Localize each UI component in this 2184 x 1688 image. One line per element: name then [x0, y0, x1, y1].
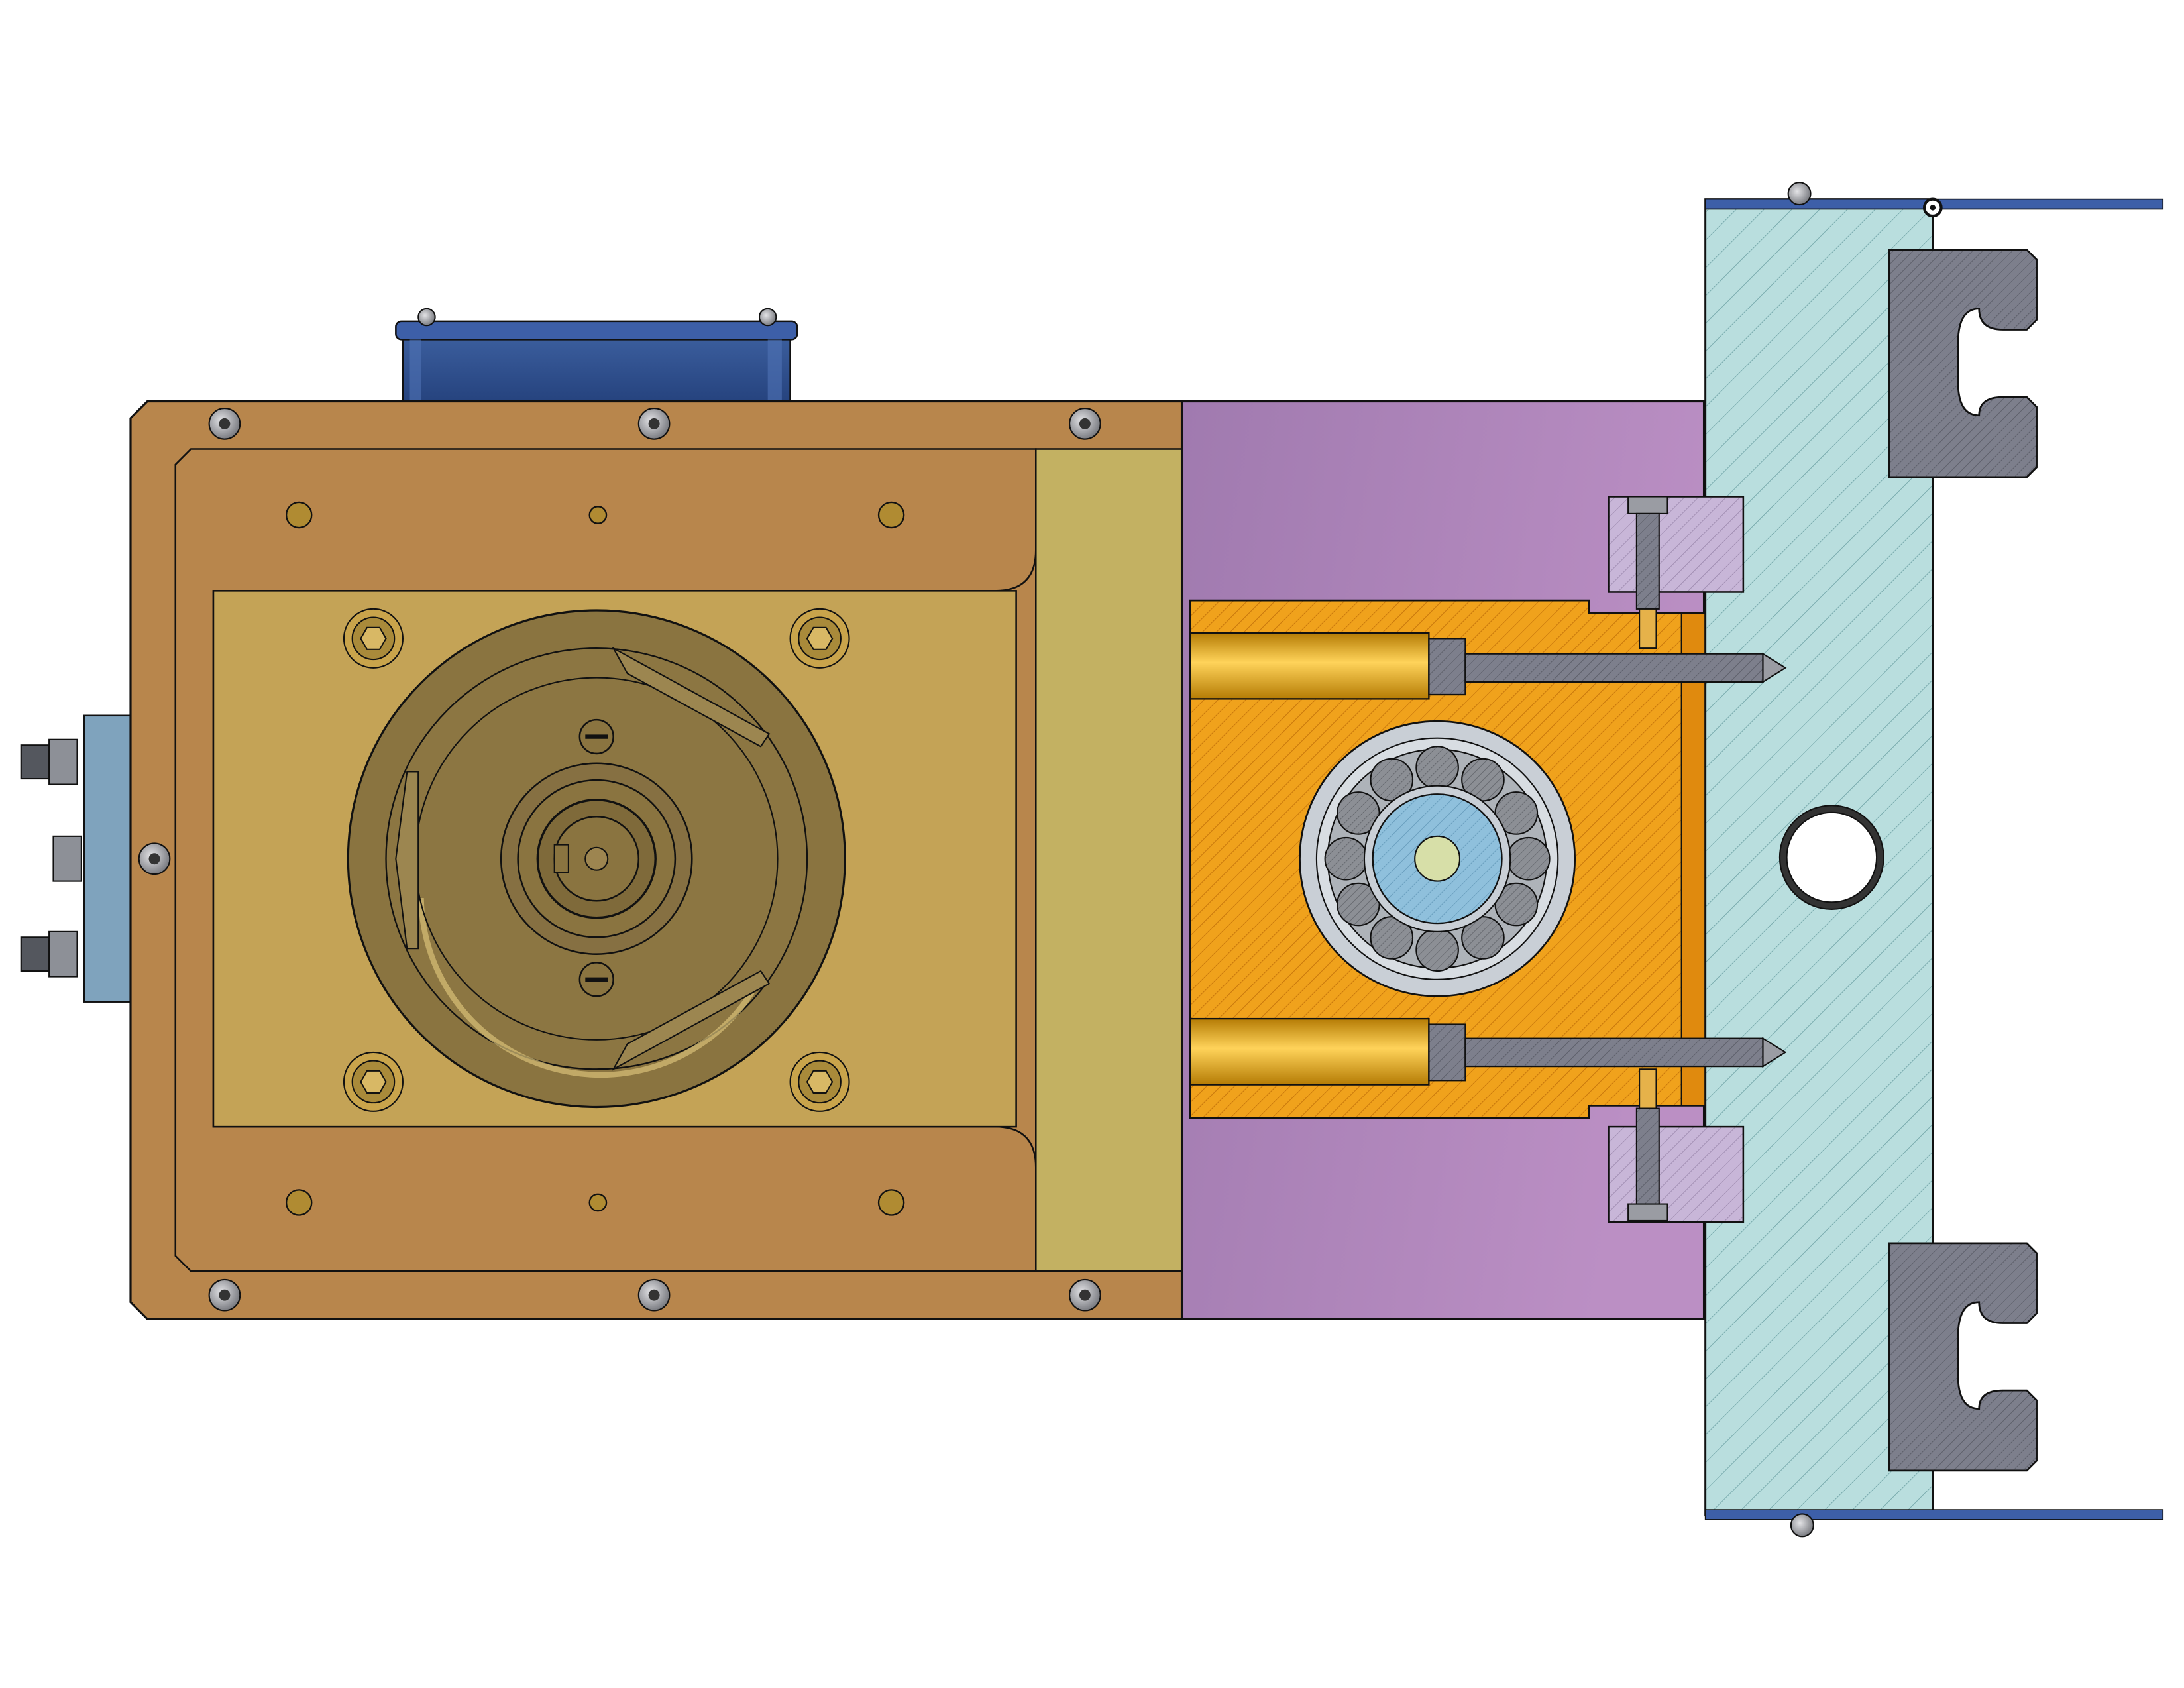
bearing-ball — [1337, 791, 1380, 835]
ball-bearing — [1299, 720, 1576, 997]
edge-flange — [1704, 182, 2164, 218]
socket-head-cap-screw — [1069, 1278, 1101, 1312]
bore-lower — [1189, 1017, 1430, 1086]
bearing-ball — [1324, 836, 1368, 881]
socket-head-cap-screw — [637, 408, 671, 440]
connector-pin — [52, 835, 82, 882]
bearing-ball — [1415, 928, 1459, 972]
socket-head-cap-screw — [1069, 408, 1101, 440]
socket-head-cap-screw — [138, 842, 171, 875]
socket-head-cap-screw — [1428, 638, 1787, 696]
connector-block — [20, 714, 142, 1003]
bearing-ball — [1337, 882, 1380, 927]
connector-pin — [20, 738, 78, 785]
bore-upper — [1189, 632, 1430, 700]
bearing-ball — [1494, 791, 1539, 835]
connector-pin — [20, 930, 78, 978]
pin-hole — [877, 501, 905, 529]
socket-head-cap-screw — [1627, 1068, 1668, 1222]
rotor-disk — [347, 609, 846, 1109]
pin-hole — [285, 1189, 313, 1216]
bearing-ball — [1461, 758, 1505, 802]
pin-hole — [588, 506, 608, 524]
motor-top-cover — [395, 308, 798, 406]
edge-flange — [1704, 1509, 2164, 1538]
t-slot-rail — [1888, 249, 2038, 478]
t-slot-rail — [1888, 1242, 2038, 1472]
adapter-strip — [1034, 448, 1183, 1272]
socket-head-cap-screw — [1627, 496, 1668, 649]
housing-holes — [285, 501, 905, 1216]
hex-bolt — [789, 608, 850, 669]
pin-hole — [285, 501, 313, 529]
hex-bolt — [343, 1051, 404, 1112]
socket-head-cap-screw — [208, 408, 241, 440]
base-plate-bolts — [343, 608, 850, 1112]
motor-housing — [20, 308, 1183, 1320]
socket-head-cap-screw — [637, 1278, 671, 1312]
bearing-ball — [1506, 836, 1551, 881]
bearing-ball — [1461, 916, 1505, 960]
hex-bolt — [789, 1051, 850, 1112]
hex-bolt — [343, 608, 404, 669]
slotted-screw — [578, 718, 614, 755]
bearing-ball — [1370, 916, 1414, 960]
through-hole — [1778, 805, 1884, 911]
socket-head-cap-screw — [1428, 1023, 1787, 1082]
bearing-balls — [1324, 746, 1551, 972]
bearing-ball — [1415, 746, 1459, 789]
pin-hole — [877, 1189, 905, 1216]
slotted-screw — [578, 962, 614, 997]
housing-screws — [138, 408, 1101, 1312]
bearing-ball — [1494, 882, 1539, 927]
shaft — [1414, 835, 1461, 882]
pin-hole — [588, 1193, 608, 1212]
socket-head-cap-screw — [208, 1278, 241, 1312]
bearing-ball — [1370, 758, 1414, 802]
